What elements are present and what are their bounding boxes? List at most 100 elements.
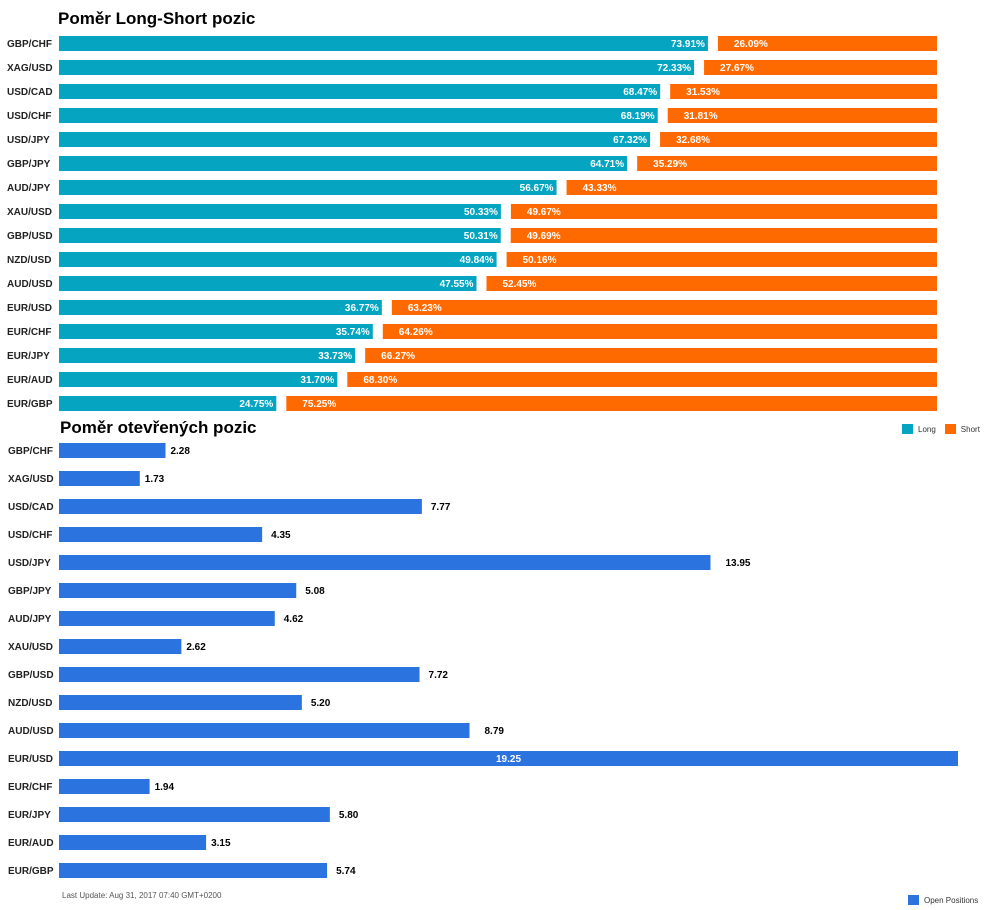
long-legend-label: Long (918, 424, 936, 434)
open-positions-category-label-xau-usd: XAU/USD (8, 642, 53, 653)
long-bar-label-eur-aud: 31.70% (300, 375, 334, 386)
long-bar-label-usd-chf: 68.19% (621, 111, 655, 122)
long-short-category-label-gbp-chf: GBP/CHF (7, 39, 52, 50)
open-positions-bar-usd-cad (59, 499, 422, 514)
open-positions-value-label-eur-usd: 19.25 (496, 754, 521, 765)
open-positions-value-label-eur-chf: 1.94 (155, 782, 175, 793)
open-positions-value-label-gbp-chf: 2.28 (170, 446, 190, 457)
open-positions-category-label-gbp-jpy: GBP/JPY (8, 586, 52, 597)
open-positions-bar-gbp-chf (59, 443, 166, 458)
open-positions-bar-xag-usd (59, 471, 140, 486)
short-bar-gbp-jpy (637, 156, 937, 171)
long-bar-nzd-usd (59, 252, 497, 267)
long-bar-xag-usd (59, 60, 695, 75)
open-positions-bar-eur-gbp (59, 863, 328, 878)
long-bar-label-eur-jpy: 33.73% (318, 351, 352, 362)
open-positions-value-label-aud-usd: 8.79 (485, 726, 505, 737)
long-short-category-label-usd-cad: USD/CAD (7, 87, 53, 98)
short-bar-eur-chf (382, 324, 937, 339)
long-bar-label-xau-usd: 50.33% (464, 207, 498, 218)
open-positions-value-label-xag-usd: 1.73 (145, 474, 165, 485)
short-bar-label-eur-chf: 64.26% (399, 327, 433, 338)
last-update-text: Last Update: Aug 31, 2017 07:40 GMT+0200 (62, 891, 222, 900)
short-bar-label-usd-cad: 31.53% (686, 87, 720, 98)
open-positions-category-label-gbp-chf: GBP/CHF (8, 446, 53, 457)
open-positions-value-label-nzd-usd: 5.20 (311, 698, 331, 709)
long-bar-eur-usd (59, 300, 382, 315)
short-bar-xag-usd (704, 60, 937, 75)
open-positions-bar-eur-aud (59, 835, 207, 850)
short-bar-label-eur-jpy: 66.27% (381, 351, 415, 362)
short-legend-label: Short (960, 424, 980, 434)
short-bar-label-xau-usd: 49.67% (527, 207, 561, 218)
long-short-chart-title: Poměr Long-Short pozic (58, 9, 256, 28)
open-positions-value-label-usd-chf: 4.35 (271, 530, 291, 541)
long-bar-label-xag-usd: 72.33% (657, 63, 691, 74)
long-bar-eur-aud (59, 372, 338, 387)
long-bar-aud-usd (59, 276, 477, 291)
open-positions-value-label-eur-aud: 3.15 (211, 838, 231, 849)
short-bar-label-xag-usd: 27.67% (720, 63, 754, 74)
long-short-category-label-xag-usd: XAG/USD (7, 63, 53, 74)
open-positions-value-label-usd-cad: 7.77 (431, 502, 451, 513)
long-short-category-label-usd-chf: USD/CHF (7, 111, 51, 122)
short-bar-label-usd-chf: 31.81% (684, 111, 718, 122)
long-bar-label-usd-cad: 68.47% (623, 87, 657, 98)
short-bar-nzd-usd (506, 252, 937, 267)
open-positions-value-label-gbp-usd: 7.72 (429, 670, 449, 681)
long-short-category-label-nzd-usd: NZD/USD (7, 255, 51, 266)
long-short-category-label-xau-usd: XAU/USD (7, 207, 52, 218)
open-positions-value-label-eur-jpy: 5.80 (339, 810, 359, 821)
short-bar-label-eur-usd: 63.23% (408, 303, 442, 314)
open-positions-bar-aud-usd (59, 723, 470, 738)
long-short-category-label-eur-chf: EUR/CHF (7, 327, 51, 338)
long-bar-eur-jpy (59, 348, 356, 363)
long-bar-eur-gbp (59, 396, 277, 411)
long-bar-label-aud-usd: 47.55% (440, 279, 474, 290)
long-bar-usd-cad (59, 84, 661, 99)
short-bar-aud-usd (486, 276, 937, 291)
open-positions-legend-label: Open Positions (924, 895, 979, 905)
open-positions-category-label-nzd-usd: NZD/USD (8, 698, 52, 709)
open-positions-category-label-eur-usd: EUR/USD (8, 754, 53, 765)
short-bar-aud-jpy (566, 180, 937, 195)
open-positions-bar-nzd-usd (59, 695, 302, 710)
open-positions-value-label-aud-jpy: 4.62 (284, 614, 304, 625)
long-bar-eur-chf (59, 324, 373, 339)
long-bar-usd-jpy (59, 132, 651, 147)
long-bar-usd-chf (59, 108, 658, 123)
long-short-category-label-usd-jpy: USD/JPY (7, 135, 50, 146)
open-positions-category-label-usd-cad: USD/CAD (8, 502, 54, 513)
short-bar-usd-chf (667, 108, 937, 123)
long-bar-label-nzd-usd: 49.84% (460, 255, 494, 266)
short-bar-eur-aud (347, 372, 937, 387)
open-positions-category-label-eur-gbp: EUR/GBP (8, 866, 54, 877)
short-bar-label-gbp-chf: 26.09% (734, 39, 768, 50)
open-positions-bar-eur-chf (59, 779, 150, 794)
open-positions-bar-gbp-jpy (59, 583, 297, 598)
long-legend-swatch (902, 424, 913, 434)
short-bar-label-eur-gbp: 75.25% (302, 399, 336, 410)
open-positions-category-label-eur-jpy: EUR/JPY (8, 810, 51, 821)
long-bar-label-aud-jpy: 56.67% (520, 183, 554, 194)
long-short-legend: Long Short (902, 424, 980, 434)
open-positions-bar-usd-chf (59, 527, 263, 542)
short-bar-label-aud-usd: 52.45% (502, 279, 536, 290)
long-bar-label-gbp-jpy: 64.71% (590, 159, 624, 170)
short-bar-label-gbp-jpy: 35.29% (653, 159, 687, 170)
long-bar-label-eur-usd: 36.77% (345, 303, 379, 314)
long-short-category-label-eur-aud: EUR/AUD (7, 375, 53, 386)
short-bar-label-usd-jpy: 32.68% (676, 135, 710, 146)
long-bar-aud-jpy (59, 180, 557, 195)
open-positions-legend: Open Positions (908, 895, 978, 905)
long-bar-label-eur-gbp: 24.75% (239, 399, 273, 410)
long-short-category-label-gbp-jpy: GBP/JPY (7, 159, 51, 170)
long-bar-gbp-jpy (59, 156, 628, 171)
long-short-category-label-eur-usd: EUR/USD (7, 303, 52, 314)
open-positions-bar-gbp-usd (59, 667, 420, 682)
long-bar-label-gbp-chf: 73.91% (671, 39, 705, 50)
long-bar-gbp-chf (59, 36, 708, 51)
open-positions-category-label-aud-jpy: AUD/JPY (8, 614, 52, 625)
short-bar-label-eur-aud: 68.30% (363, 375, 397, 386)
